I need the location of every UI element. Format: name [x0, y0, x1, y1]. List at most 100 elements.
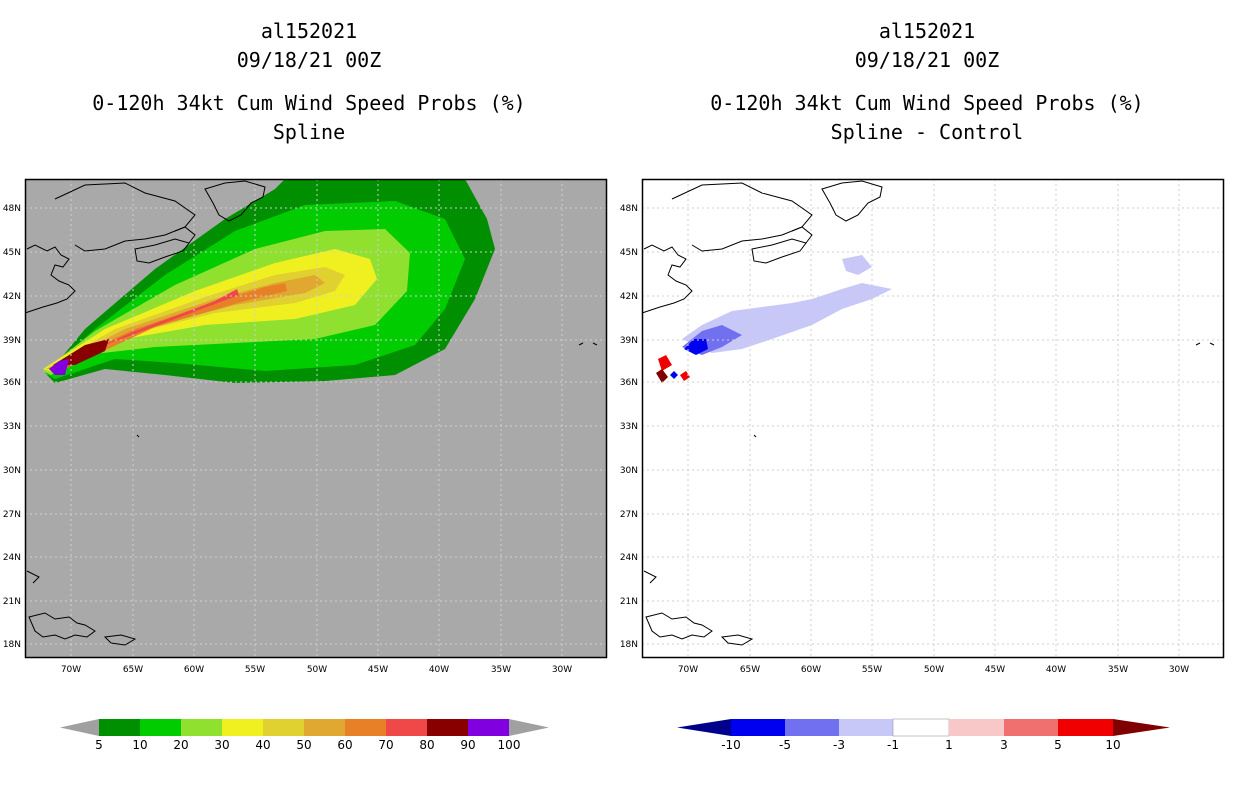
lat-label: 24N	[620, 553, 638, 563]
coastline	[751, 238, 807, 264]
coastline	[174, 226, 196, 244]
method-name: Spline - Control	[830, 120, 1024, 144]
colorbar-label: -5	[779, 738, 791, 752]
colorbar-box	[785, 719, 839, 736]
colorbar-box	[181, 719, 222, 736]
right-map-group: 48N 45N 42N 39N 36N 33N 30N 27N 24N 21N 18N 70W 65W 6…	[620, 178, 1225, 675]
lon-label: 35W	[491, 665, 511, 675]
coastline	[24, 244, 76, 314]
lat-label: 48N	[620, 204, 638, 214]
colorbar-label: 90	[460, 738, 475, 752]
lat-label: 39N	[3, 336, 21, 346]
colorbar-label: 50	[296, 738, 311, 752]
lat-label: 30N	[3, 466, 21, 476]
colorbar-box	[304, 719, 345, 736]
colorbar-box	[99, 719, 140, 736]
lat-label: 18N	[620, 640, 638, 650]
coastline	[753, 434, 757, 438]
map-frame	[24, 178, 608, 659]
colorbar-label: 1	[945, 738, 953, 752]
right-panel-title: al152021 09/18/21 00Z 0-120h 34kt Cum Wi…	[627, 17, 1227, 147]
storm-id: al152021	[260, 19, 358, 43]
colorbar-label: 70	[378, 738, 393, 752]
colorbar-box	[839, 719, 893, 736]
coastline	[136, 434, 140, 438]
lat-label: 42N	[620, 292, 638, 302]
colorbar-label: 40	[255, 738, 270, 752]
colorbar-label: 5	[95, 738, 103, 752]
lon-label: 35W	[1108, 665, 1128, 675]
colorbar-box	[140, 719, 181, 736]
product-name: 0-120h 34kt Cum Wind Speed Probs (%)	[92, 91, 526, 115]
lat-label: 42N	[3, 292, 21, 302]
coastline	[645, 612, 713, 640]
lat-label: 27N	[3, 510, 21, 520]
coastline	[592, 342, 598, 346]
coastline	[720, 634, 754, 646]
lon-label: 60W	[184, 665, 204, 675]
colorbar-label: 10	[1105, 738, 1120, 752]
coastline	[791, 226, 813, 244]
lon-label: 65W	[123, 665, 143, 675]
coastline	[204, 180, 266, 222]
map-frame	[641, 178, 1225, 659]
coastline	[1195, 342, 1201, 346]
init-time: 09/18/21 00Z	[854, 48, 1000, 72]
colorbar-box	[345, 719, 386, 736]
lon-label: 55W	[245, 665, 265, 675]
lon-label: 40W	[429, 665, 449, 675]
method-name: Spline	[272, 120, 346, 144]
left-colorbar: 5 10 20 30 40 50 60 70 80 90 100	[60, 719, 549, 752]
coastline	[103, 634, 137, 646]
lat-label: 39N	[620, 336, 638, 346]
lon-label: 50W	[924, 665, 944, 675]
colorbar-label: -10	[721, 738, 741, 752]
lat-label: 48N	[3, 204, 21, 214]
colorbar-label: 30	[214, 738, 229, 752]
lon-label: 45W	[368, 665, 388, 675]
lat-label: 18N	[3, 640, 21, 650]
right-colorbar: -10 -5 -3 -1 1 3 5 10	[677, 718, 1170, 752]
colorbar-box	[1004, 719, 1058, 736]
colorbar-box	[222, 719, 263, 736]
coastline	[28, 612, 96, 640]
lat-label: 21N	[3, 597, 21, 607]
colorbar-box	[1058, 719, 1113, 736]
lon-label: 60W	[801, 665, 821, 675]
colorbar-box	[731, 719, 785, 736]
coastline	[26, 570, 40, 584]
lat-label: 36N	[620, 378, 638, 388]
colorbar-box	[263, 719, 304, 736]
contour-90	[49, 359, 69, 375]
storm-id: al152021	[878, 19, 976, 43]
colorbar-label: 5	[1054, 738, 1062, 752]
colorbar-label: 100	[498, 738, 521, 752]
lon-label: 30W	[1169, 665, 1189, 675]
lon-label: 50W	[307, 665, 327, 675]
colorbar-label: -1	[887, 738, 899, 752]
lat-label: 36N	[3, 378, 21, 388]
colorbar-arrow-high	[509, 719, 549, 736]
colorbar-box	[386, 719, 427, 736]
colorbar-box	[949, 719, 1004, 736]
colorbar-box	[468, 719, 509, 736]
colorbar-label: 80	[419, 738, 434, 752]
lon-label: 65W	[740, 665, 760, 675]
diff-blob-red	[680, 371, 690, 381]
lon-label: 55W	[862, 665, 882, 675]
colorbar-label: -3	[833, 738, 845, 752]
coastline	[134, 238, 190, 264]
colorbar-box	[427, 719, 468, 736]
diff-blob-dark-red	[656, 369, 668, 383]
contour-60	[49, 283, 287, 369]
lat-label: 24N	[3, 553, 21, 563]
colorbar-box	[892, 718, 950, 737]
diff-blob-red	[658, 355, 672, 371]
lat-label: 30N	[620, 466, 638, 476]
right-ocean	[642, 179, 1224, 658]
lat-label: 27N	[620, 510, 638, 520]
colorbar-arrow-low	[677, 719, 731, 736]
colorbar-arrow-low	[60, 719, 99, 736]
colorbar-label: 20	[173, 738, 188, 752]
